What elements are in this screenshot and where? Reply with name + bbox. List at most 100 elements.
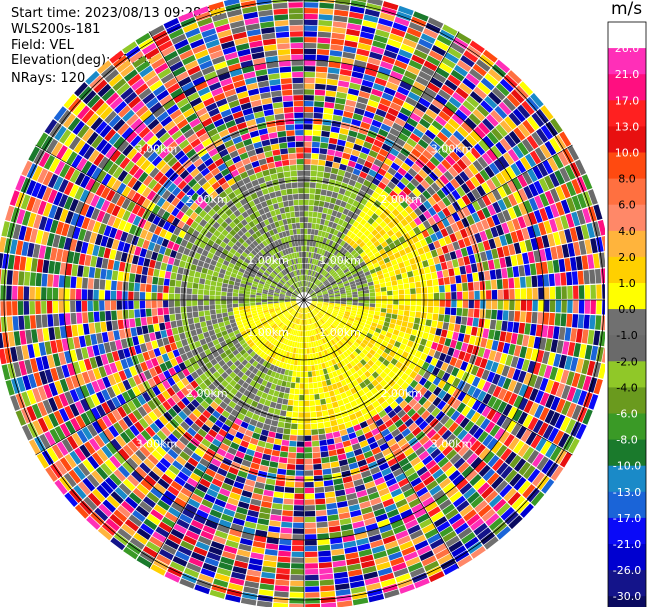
velocity-bin [359, 381, 367, 389]
velocity-bin [267, 531, 280, 539]
velocity-bin [361, 445, 371, 454]
velocity-bin [394, 419, 404, 428]
velocity-bin [131, 100, 145, 113]
velocity-bin [316, 527, 329, 534]
velocity-bin [479, 358, 488, 369]
velocity-bin [378, 409, 387, 418]
velocity-bin [140, 283, 146, 292]
velocity-bin [238, 386, 246, 394]
velocity-bin [282, 256, 287, 262]
velocity-bin [477, 390, 487, 402]
velocity-bin [67, 251, 75, 264]
velocity-bin [520, 311, 526, 323]
velocity-bin [251, 179, 259, 187]
velocity-bin [225, 367, 233, 375]
velocity-bin [265, 543, 279, 550]
velocity-bin [224, 244, 232, 252]
velocity-bin [487, 383, 497, 395]
velocity-bin [292, 534, 304, 540]
velocity-bin [455, 341, 463, 351]
velocity-bin [300, 313, 302, 319]
velocity-bin [143, 442, 155, 454]
velocity-bin [267, 294, 274, 297]
velocity-bin [403, 333, 411, 340]
velocity-bin [217, 177, 227, 186]
velocity-bin [194, 584, 210, 595]
velocity-bin [190, 138, 201, 148]
velocity-bin [97, 60, 112, 74]
velocity-bin [249, 418, 258, 427]
velocity-bin [452, 377, 461, 388]
velocity-bin [304, 42, 317, 49]
velocity-bin [294, 388, 300, 395]
velocity-bin [334, 320, 340, 325]
velocity-bin [443, 563, 459, 576]
velocity-bin [106, 202, 116, 215]
velocity-bin [203, 262, 210, 269]
velocity-bin [298, 354, 302, 360]
velocity-bin [531, 312, 538, 324]
velocity-bin [268, 388, 275, 396]
velocity-bin [466, 513, 481, 527]
velocity-bin [305, 603, 321, 607]
velocity-bin [284, 275, 289, 281]
velocity-bin [176, 273, 183, 281]
velocity-bin [181, 223, 190, 233]
velocity-bin [219, 488, 231, 497]
velocity-bin [266, 537, 279, 545]
velocity-bin [518, 322, 526, 334]
velocity-bin [245, 448, 255, 457]
velocity-bin [245, 284, 252, 289]
velocity-bin [167, 240, 175, 250]
velocity-bin [166, 141, 178, 152]
velocity-bin [271, 262, 277, 269]
velocity-bin [425, 459, 437, 470]
velocity-bin [93, 79, 108, 94]
velocity-bin [346, 28, 360, 37]
velocity-bin [292, 310, 296, 316]
velocity-bin [152, 276, 159, 285]
velocity-bin [517, 411, 528, 425]
velocity-bin [289, 598, 304, 604]
velocity-bin [396, 336, 404, 343]
velocity-bin [142, 131, 155, 143]
velocity-bin [452, 474, 465, 486]
velocity-bin [296, 153, 304, 159]
velocity-bin [472, 317, 479, 327]
velocity-bin [289, 586, 304, 592]
velocity-bin [106, 321, 113, 332]
velocity-bin [284, 487, 295, 493]
velocity-bin [226, 9, 242, 18]
velocity-bin [215, 23, 231, 33]
velocity-bin [244, 345, 251, 352]
velocity-bin [342, 317, 348, 322]
velocity-bin [318, 387, 324, 394]
velocity-bin [272, 315, 278, 320]
velocity-bin [322, 307, 328, 310]
velocity-bin [49, 157, 61, 173]
velocity-bin [104, 290, 111, 300]
velocity-bin [235, 261, 242, 268]
velocity-bin [426, 364, 435, 373]
velocity-bin [280, 225, 286, 232]
velocity-bin [487, 454, 500, 468]
velocity-bin [300, 371, 304, 378]
velocity-bin [39, 370, 48, 385]
velocity-bin [445, 300, 451, 308]
velocity-bin [311, 258, 315, 265]
velocity-bin [134, 274, 142, 283]
velocity-bin [409, 529, 424, 540]
velocity-bin [265, 381, 272, 389]
velocity-bin [507, 491, 521, 506]
velocity-bin [157, 218, 166, 228]
velocity-bin [299, 287, 302, 293]
velocity-bin [375, 513, 388, 523]
velocity-bin [289, 19, 303, 26]
velocity-bin [104, 300, 111, 311]
velocity-bin [263, 489, 274, 497]
velocity-bin [318, 550, 331, 557]
velocity-bin [497, 300, 504, 310]
velocity-bin [242, 107, 254, 116]
velocity-bin [304, 511, 316, 517]
velocity-bin [333, 109, 344, 116]
